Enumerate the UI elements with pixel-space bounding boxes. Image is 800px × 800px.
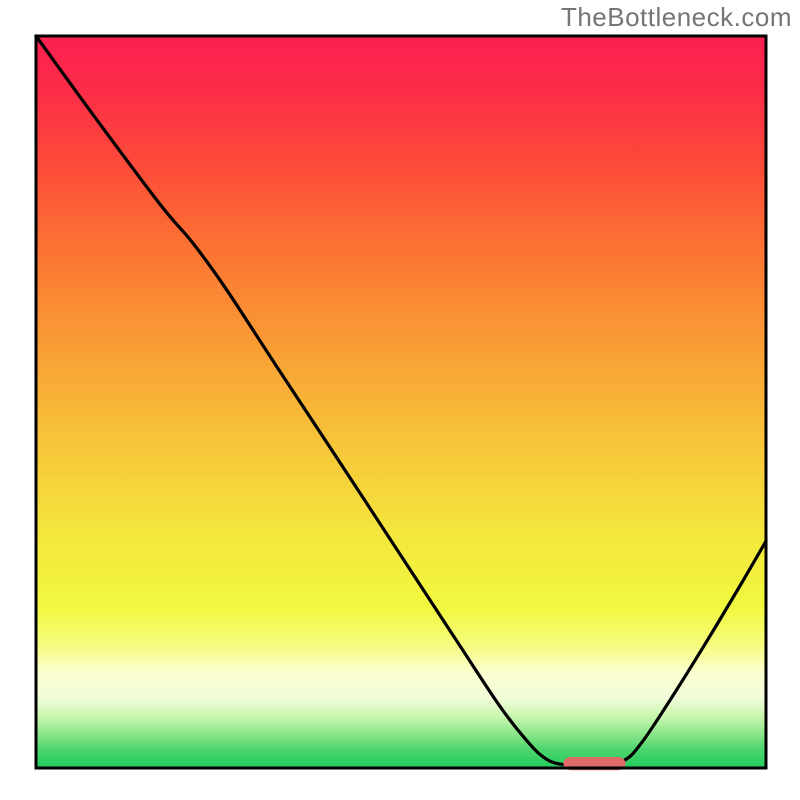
bottleneck-chart bbox=[0, 0, 800, 800]
watermark-text: TheBottleneck.com bbox=[561, 2, 792, 33]
plot-background-gradient bbox=[36, 36, 766, 768]
figure-root: TheBottleneck.com bbox=[0, 0, 800, 800]
